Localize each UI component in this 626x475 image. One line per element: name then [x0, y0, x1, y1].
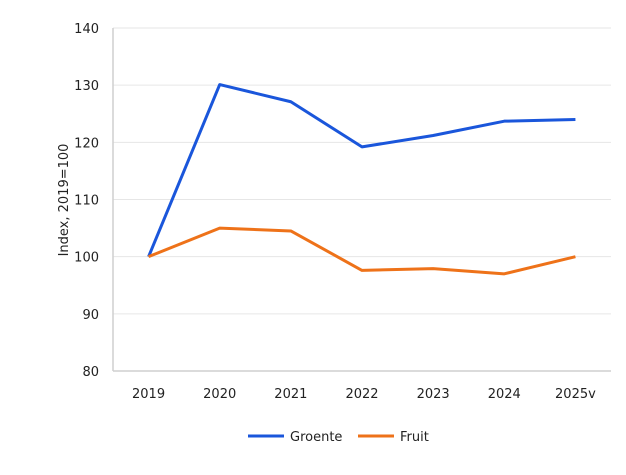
x-tick-label: 2020	[203, 387, 236, 402]
x-tick-label: 2021	[274, 387, 307, 402]
legend-label-fruit: Fruit	[400, 430, 429, 445]
series-line-groente	[147, 83, 576, 258]
x-tick-label: 2022	[345, 387, 378, 402]
y-axis-label: Index, 2019=100	[57, 144, 72, 257]
x-tick-label: 2025v	[555, 387, 596, 402]
legend-label-groente: Groente	[290, 430, 342, 445]
y-tick-label: 110	[74, 194, 99, 209]
y-tick-label: 130	[74, 79, 99, 94]
x-tick-label: 2023	[417, 387, 450, 402]
y-tick-label: 90	[82, 308, 99, 323]
series-line-fruit	[148, 226, 576, 276]
y-tick-label: 120	[74, 136, 99, 151]
y-tick-label: 80	[82, 365, 99, 380]
x-tick-label: 2019	[132, 387, 165, 402]
y-tick-label: 140	[74, 22, 99, 37]
x-tick-label: 2024	[488, 387, 521, 402]
y-tick-label: 100	[74, 251, 99, 266]
